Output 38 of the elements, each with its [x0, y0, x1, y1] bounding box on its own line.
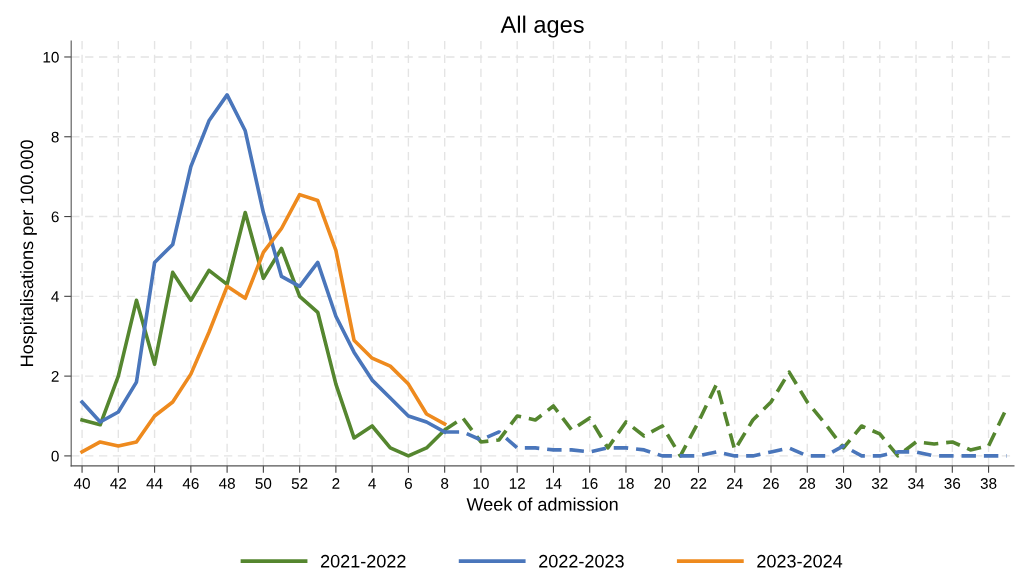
x-tick-label: 30 [835, 478, 852, 489]
y-tick-label: 0 [51, 450, 59, 462]
x-tick-label: 36 [944, 478, 961, 489]
x-tick-label: 52 [291, 478, 308, 489]
x-tick-label: 12 [509, 478, 525, 489]
y-tick-label: 2 [51, 370, 59, 382]
legend-label: 2022-2023 [539, 554, 624, 568]
x-tick-label: 26 [763, 478, 779, 489]
x-tick-label: 18 [618, 478, 634, 489]
x-tick-label: 8 [441, 478, 449, 489]
x-tick-label: 2 [332, 478, 340, 489]
y-tick-label: 4 [51, 291, 59, 302]
x-tick-label: 16 [582, 478, 598, 489]
x-tick-label: 22 [690, 478, 707, 489]
chart-title: All ages [500, 15, 584, 38]
x-tick-label: 46 [182, 478, 199, 489]
y-tick-label: 10 [43, 51, 59, 63]
x-tick-label: 44 [146, 478, 163, 489]
x-tick-label: 42 [110, 478, 127, 489]
legend-label: 2021-2022 [320, 554, 406, 568]
x-tick-label: 6 [404, 478, 412, 489]
x-tick-label: 24 [727, 478, 743, 489]
x-tick-label: 14 [546, 478, 562, 489]
x-tick-label: 20 [654, 478, 671, 489]
y-tick-label: 8 [51, 131, 59, 143]
x-tick-label: 50 [255, 478, 272, 489]
x-tick-label: 10 [473, 478, 489, 489]
legend-label: 2023-2024 [757, 554, 843, 568]
x-tick-label: 40 [73, 478, 90, 489]
x-tick-label: 4 [368, 478, 376, 489]
x-tick-label: 28 [799, 478, 816, 489]
y-tick-label: 6 [51, 211, 59, 223]
x-axis-title: Week of admission [466, 497, 618, 511]
y-axis-title: Hospitalisations per 100.000 [20, 140, 37, 366]
x-tick-label: 32 [871, 478, 888, 489]
x-tick-label: 48 [218, 478, 235, 489]
x-tick-label: 38 [980, 478, 997, 489]
x-tick-label: 34 [908, 478, 925, 489]
